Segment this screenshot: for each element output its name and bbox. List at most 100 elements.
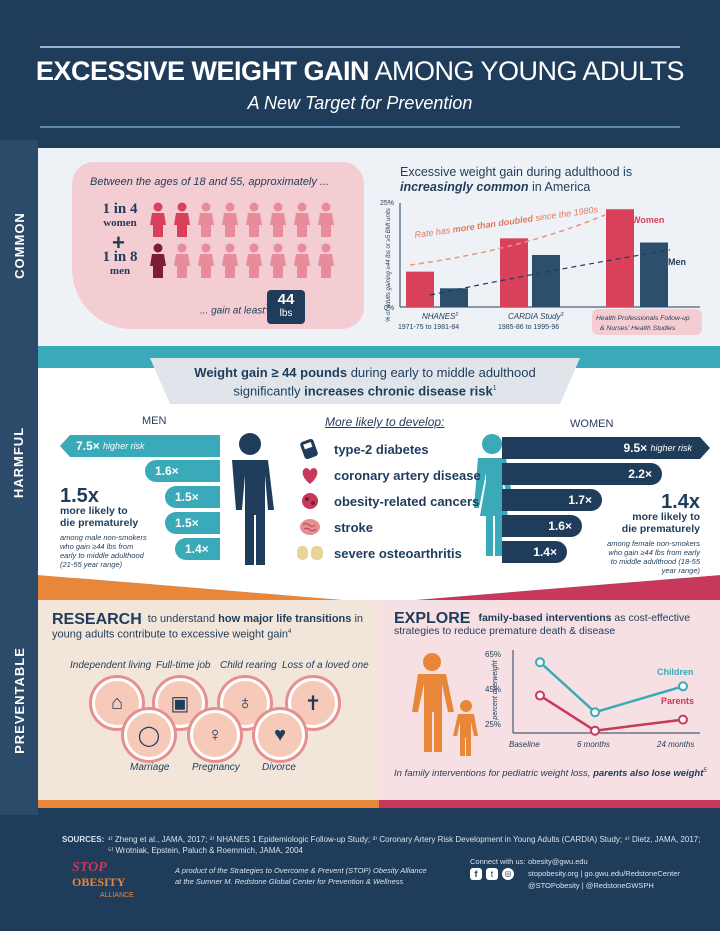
ring-icon: ◯ <box>124 710 174 760</box>
weight-gain-card <box>72 162 364 329</box>
point-parents-2 <box>678 714 688 725</box>
men-label: MEN <box>142 415 167 427</box>
sources-label: SOURCES: <box>62 835 105 844</box>
line-ytick-65: 65% <box>485 650 501 659</box>
people-icon-grid <box>150 202 334 278</box>
common-intro: Between the ages of 18 and 55, approxima… <box>90 176 330 188</box>
side-label-common: COMMON <box>11 211 27 279</box>
woman-person-icon <box>318 202 334 237</box>
research-heading: RESEARCH to understand how major life tra… <box>52 611 364 641</box>
glucose-meter-icon <box>296 437 324 461</box>
women-risk-bar-stroke: 1.6× <box>502 515 582 537</box>
transition-label-independent: Independent living <box>70 660 152 671</box>
twitter-icon[interactable]: t <box>486 868 498 880</box>
men-risk-bar-stroke: 1.5× <box>165 512 220 534</box>
explore-heading: EXPLORE family-based interventions as cos… <box>394 610 691 638</box>
point-children-2 <box>678 681 688 692</box>
line-chart-ylabel: percent overweight <box>492 659 499 720</box>
contact-web[interactable]: stopobesity.org | go.gwu.edu/RedstoneCen… <box>528 869 680 878</box>
disease-diabetes: type-2 diabetes <box>296 437 429 461</box>
transition-label-divorce: Divorce <box>262 762 296 773</box>
brain-icon <box>296 515 324 539</box>
bar-men-0 <box>440 288 468 307</box>
weight-trend-chart: 25% 0% % of adults gaining ≥44 lbs or ≥5… <box>380 200 702 335</box>
woman-person-icon <box>222 202 238 237</box>
product-line-1: A product of the Strategies to Overcome … <box>175 866 427 875</box>
contact-email[interactable]: obesity@gwu.edu <box>528 857 588 866</box>
man-person-icon <box>222 243 238 278</box>
women-premature-death: 1.4x more likely to die prematurely amon… <box>607 491 700 575</box>
category-box-hp <box>592 309 702 335</box>
page-subtitle: A New Target for Prevention <box>247 93 473 113</box>
man-person-icon <box>246 243 262 278</box>
weight-badge: 44 lbs <box>267 290 305 324</box>
line-ytick-25: 25% <box>485 720 501 729</box>
parent-child-icon <box>412 653 478 756</box>
men-risk-bar-diabetes: 7.5× higher risk <box>60 435 220 457</box>
parents-label: Parents <box>661 696 694 706</box>
gain-text: ... gain at least1 <box>200 301 270 317</box>
sources-line-2: ⁵⁾ Wrotniak, Epstein, Paluch & Roemmich,… <box>108 846 303 855</box>
trend-note: Rate has more than doubled since the 198… <box>414 204 599 240</box>
family-intervention-chart: percent overweight 65% 45% 25% Children … <box>485 650 700 749</box>
men-trend-line <box>429 249 671 296</box>
women-risk-bar-diabetes: 9.5× higher risk <box>502 437 710 459</box>
woman-person-icon <box>270 202 286 237</box>
bar-women-1 <box>500 238 528 307</box>
web-icon[interactable]: ◎ <box>502 868 514 880</box>
heart-icon <box>296 463 324 487</box>
men-risk-bar-cad: 1.6× <box>145 460 220 482</box>
women-risk-bar-oa: 1.4× <box>502 541 567 563</box>
transition-label-job: Full-time job <box>156 660 211 671</box>
product-line-2: at the Sumner M. Redstone Global Center … <box>175 877 404 886</box>
preventable-chevron <box>38 575 720 605</box>
transition-label-loss: Loss of a loved one <box>282 660 369 671</box>
men-risk-bar-cancer: 1.5× <box>165 486 220 508</box>
legend-women: Women <box>632 215 664 225</box>
side-tab-common <box>0 140 38 345</box>
man-person-icon <box>150 243 166 278</box>
point-children-1 <box>590 707 600 718</box>
side-tab-harmful <box>0 345 38 580</box>
bar-women-0 <box>406 271 434 307</box>
woman-person-icon <box>246 202 262 237</box>
header-rule-top <box>40 46 680 48</box>
chart-ytick-top: 25% <box>380 200 394 207</box>
line-xtick-24mo: 24 months <box>656 740 694 749</box>
woman-person-icon <box>198 202 214 237</box>
transition-label-pregnancy: Pregnancy <box>192 762 240 773</box>
harmful-banner-text: Weight gain ≥ 44 pounds during early to … <box>194 365 536 399</box>
chart-ylabel: % of adults gaining ≥44 lbs or ≥5 BMI un… <box>386 208 392 322</box>
social-icons: f t ◎ <box>470 868 514 880</box>
disease-cancer: obesity-related cancers <box>296 489 479 513</box>
contact-social[interactable]: @STOPobesity | @RedstoneGWSPH <box>528 881 654 890</box>
connect-label: Connect with us: <box>470 857 526 866</box>
disease-cad: coronary artery disease <box>296 463 481 487</box>
side-tab-preventable <box>0 580 38 815</box>
facebook-icon[interactable]: f <box>470 868 482 880</box>
plus-sign: + <box>112 230 125 255</box>
point-parents-0 <box>535 690 545 701</box>
chart-ytick-bottom: 0% <box>384 305 394 312</box>
category-label-hp-1: Health Professionals Follow-up <box>596 315 690 322</box>
side-label-harmful: HARMFUL <box>11 426 27 499</box>
disease-stroke: stroke <box>296 515 373 539</box>
explore-bottom-bar <box>379 800 720 808</box>
disease-osteoarthritis: severe osteoarthritis <box>296 541 462 565</box>
man-person-icon <box>270 243 286 278</box>
point-children-0 <box>535 657 545 668</box>
explore-note: In family interventions for pediatric we… <box>394 768 707 780</box>
man-person-icon <box>174 243 190 278</box>
header-rule-bottom <box>40 126 680 128</box>
category-years-cardia: 1985-86 to 1995-96 <box>498 324 559 331</box>
broken-heart-icon: ♥ <box>255 710 305 760</box>
page-title: EXCESSIVE WEIGHT GAIN AMONG YOUNG ADULTS <box>35 56 685 86</box>
woman-person-icon <box>174 202 190 237</box>
chart-heading: Excessive weight gain during adulthood i… <box>400 165 633 194</box>
side-label-preventable: PREVENTABLE <box>11 646 27 754</box>
women-risk-bar-cancer: 1.7× <box>502 489 602 511</box>
sources-line-1: ¹⁾ Zheng et al., JAMA, 2017; ²⁾ NHANES 1… <box>108 835 701 844</box>
legend-men: Men <box>668 257 686 267</box>
pregnancy-icon: ♀ <box>190 710 240 760</box>
joint-icon <box>296 541 324 565</box>
